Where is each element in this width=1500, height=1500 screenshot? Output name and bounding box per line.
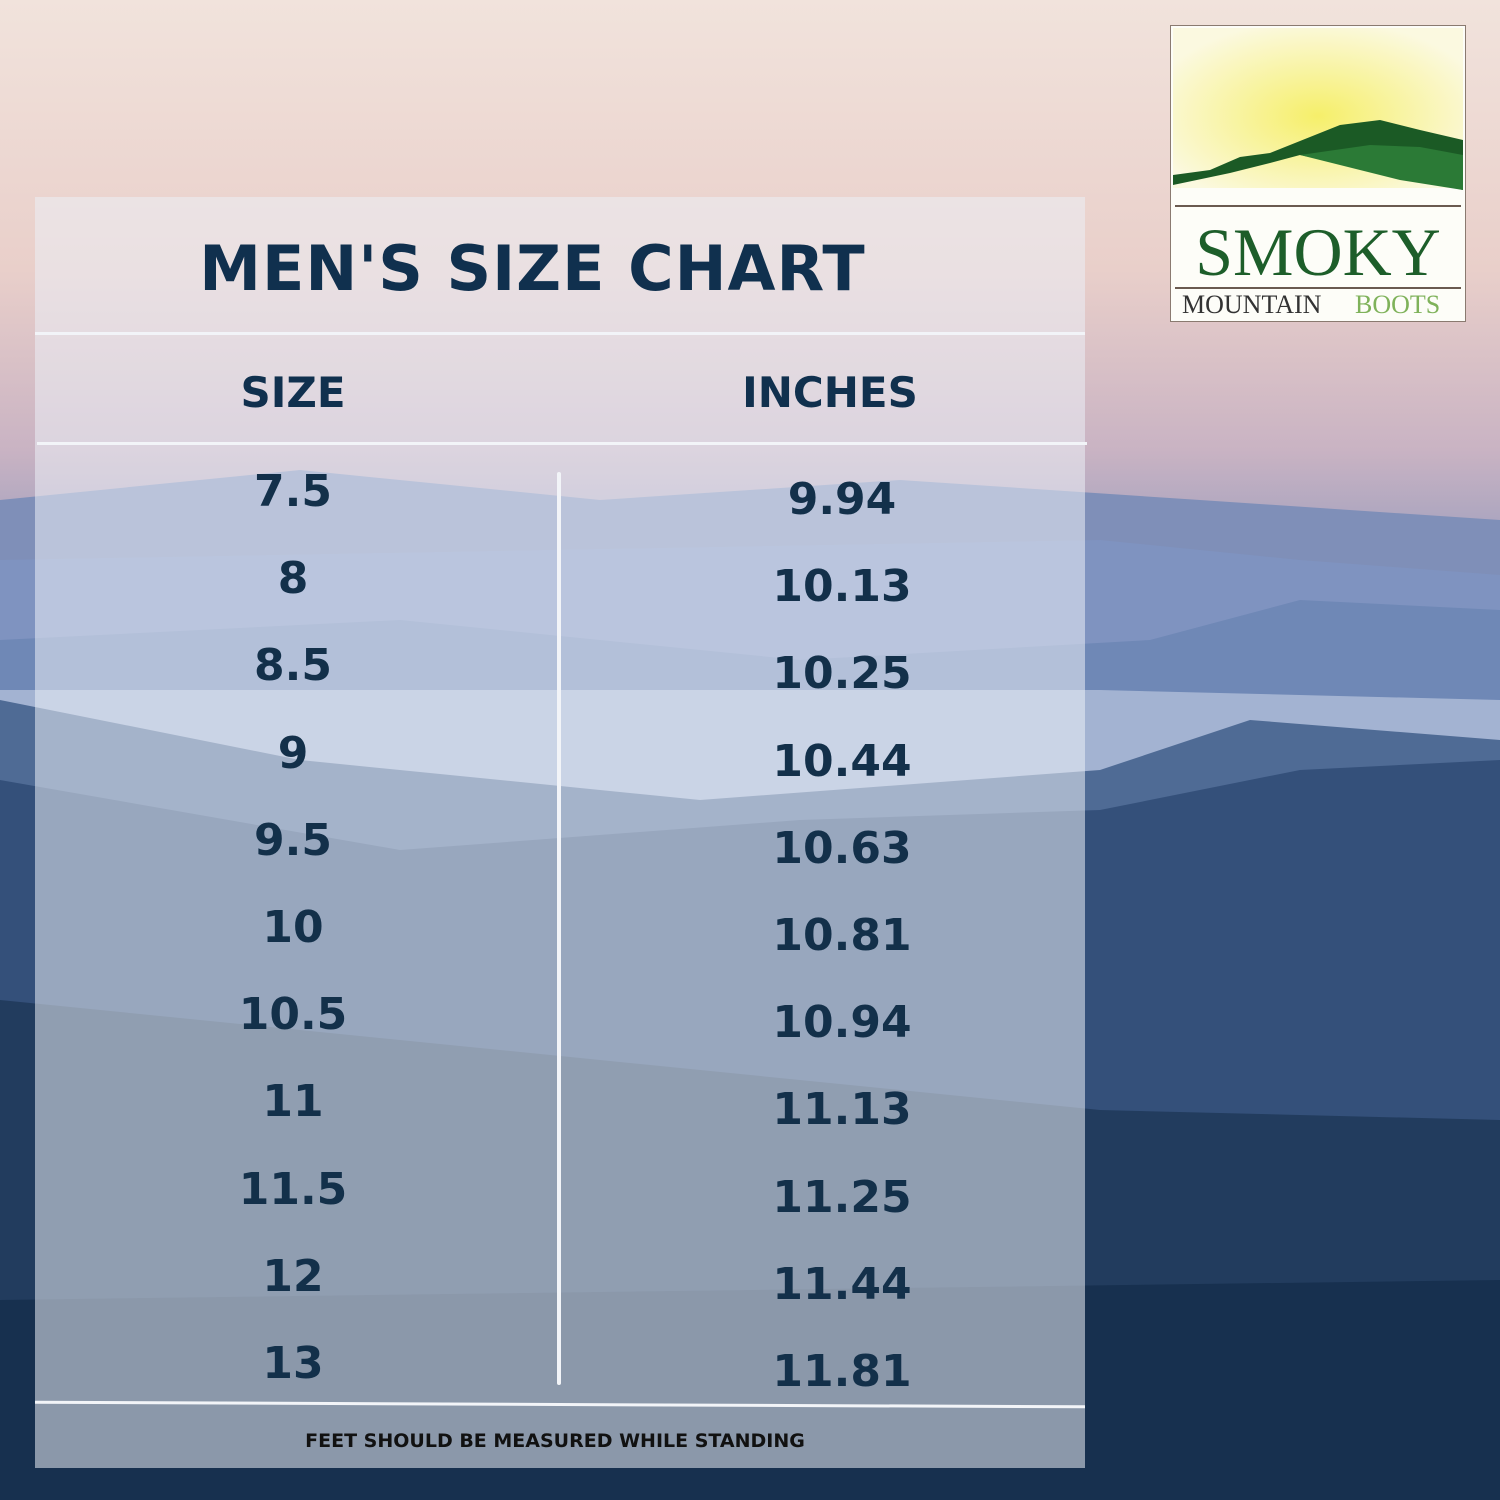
svg-text:SMOKY: SMOKY xyxy=(1195,214,1441,290)
divider xyxy=(35,332,1085,335)
column-header-inches: INCHES xyxy=(742,368,918,417)
inches-value: 10.25 xyxy=(772,648,912,700)
size-value: 9 xyxy=(277,727,309,779)
size-value: 8.5 xyxy=(254,640,332,692)
svg-text:BOOTS: BOOTS xyxy=(1355,290,1440,319)
divider xyxy=(37,442,1087,445)
inches-value: 11.44 xyxy=(772,1258,912,1310)
svg-text:MOUNTAIN: MOUNTAIN xyxy=(1182,290,1322,319)
size-value: 7.5 xyxy=(254,466,332,517)
inches-value: 10.13 xyxy=(772,561,912,613)
inches-value: 11.13 xyxy=(772,1084,912,1136)
page-title: MEN'S SIZE CHART xyxy=(199,232,866,305)
size-value: 11 xyxy=(262,1076,324,1128)
size-value: 9.5 xyxy=(254,814,332,866)
size-value: 13 xyxy=(262,1338,324,1389)
column-divider xyxy=(557,472,561,1385)
column-header-size: SIZE xyxy=(240,368,346,417)
size-value: 8 xyxy=(277,553,309,605)
size-value: 10 xyxy=(262,902,324,953)
size-value: 10.5 xyxy=(238,989,348,1041)
inches-value: 10.44 xyxy=(772,735,912,787)
inches-value: 9.94 xyxy=(787,474,897,525)
inches-value: 11.81 xyxy=(772,1346,912,1397)
inches-value: 10.63 xyxy=(772,822,912,874)
size-value: 12 xyxy=(262,1250,324,1302)
inches-value: 10.94 xyxy=(772,997,912,1049)
footer-note: FEET SHOULD BE MEASURED WHILE STANDING xyxy=(305,1430,805,1452)
inches-value: 11.25 xyxy=(772,1171,912,1223)
smoky-mountain-boots-logo: SMOKY MOUNTAIN BOOTS xyxy=(1169,24,1467,323)
size-value: 11.5 xyxy=(238,1163,348,1215)
inches-value: 10.81 xyxy=(772,910,912,961)
